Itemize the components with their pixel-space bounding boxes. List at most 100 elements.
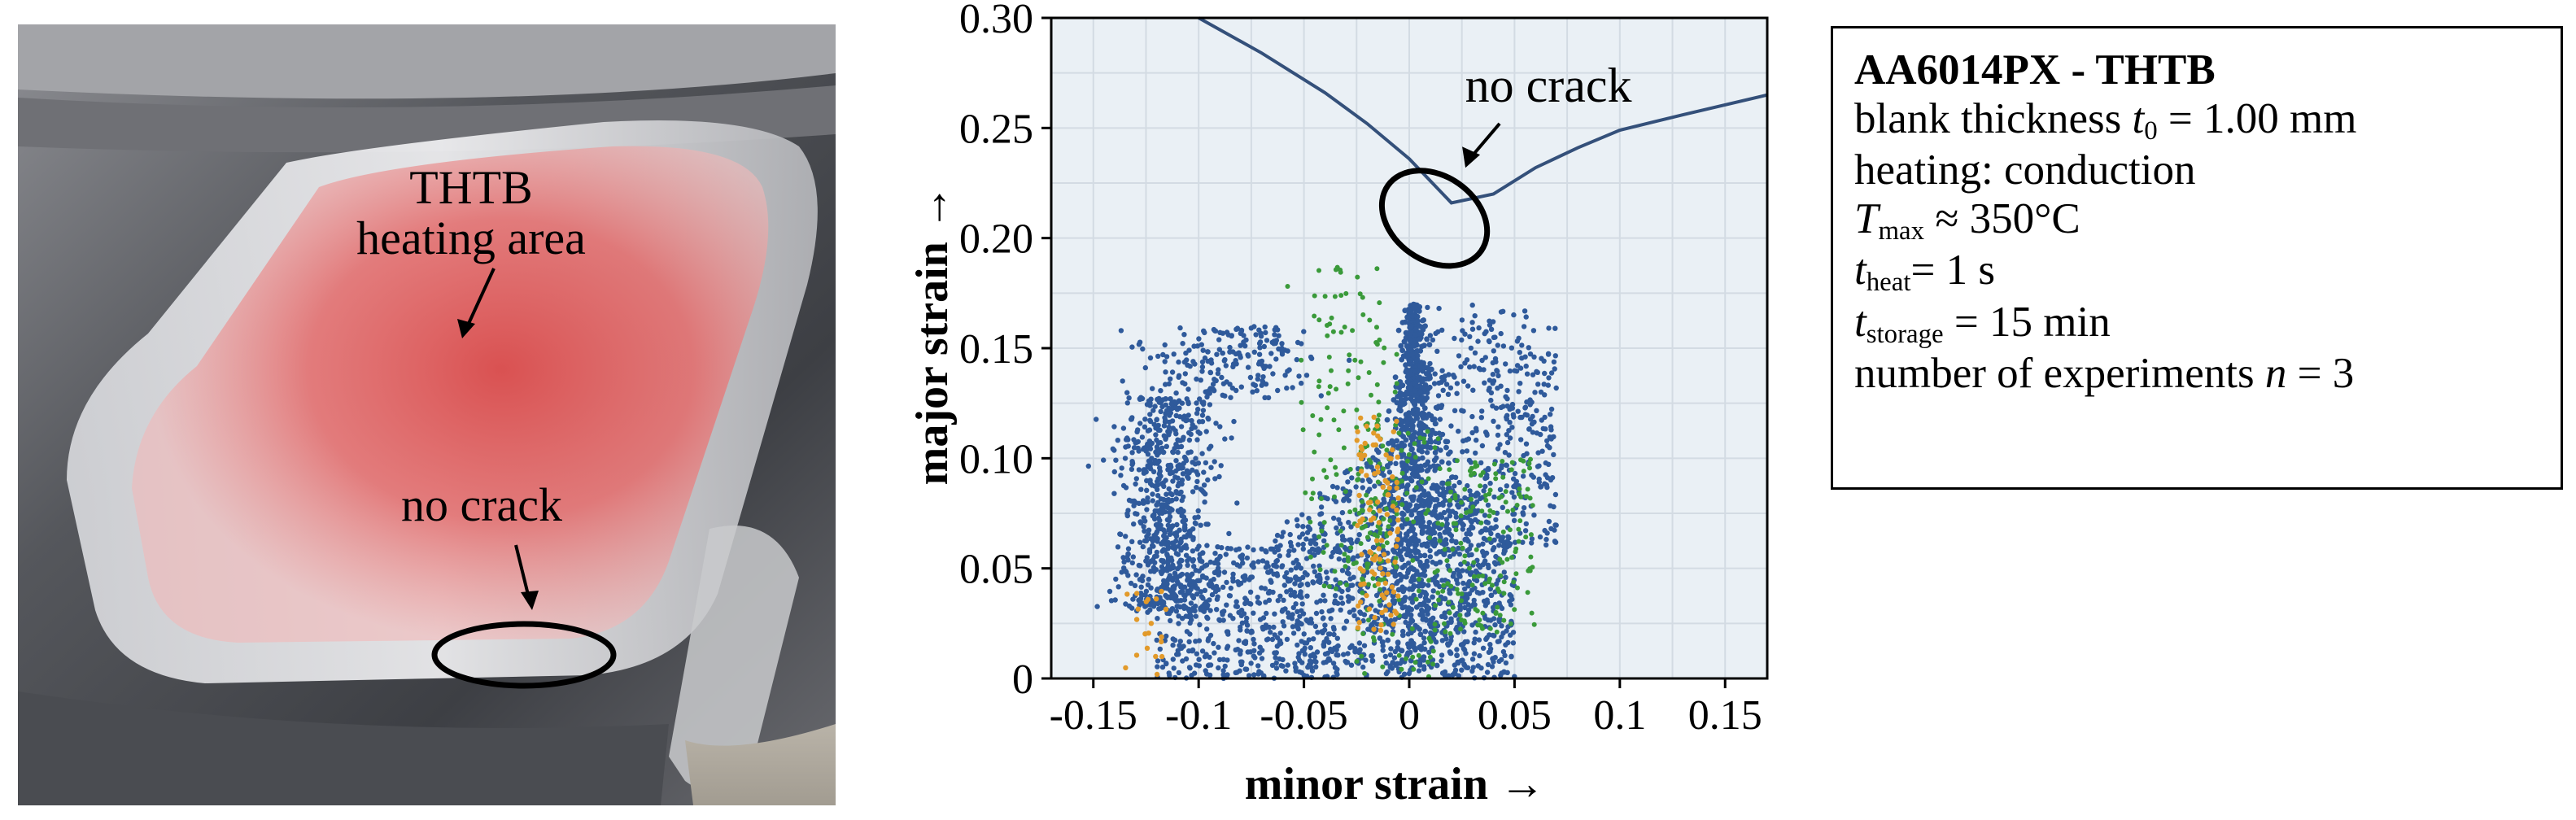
scatter-point — [1243, 666, 1250, 672]
scatter-point — [1251, 672, 1257, 678]
scatter-point — [1354, 438, 1360, 443]
scatter-point — [1417, 435, 1423, 441]
scatter-point — [1221, 569, 1228, 575]
scatter-point — [1304, 618, 1310, 624]
scatter-point — [1404, 378, 1411, 385]
scatter-point — [1427, 547, 1433, 554]
scatter-point — [1471, 364, 1477, 369]
scatter-point — [1303, 640, 1310, 646]
scatter-point — [1312, 449, 1317, 455]
scatter-point — [1227, 613, 1233, 618]
scatter-point — [1111, 447, 1117, 453]
scatter-point — [1108, 598, 1115, 604]
scatter-point — [1159, 588, 1164, 595]
scatter-point — [1194, 376, 1199, 382]
scatter-point — [1416, 652, 1421, 658]
scatter-point — [1316, 432, 1322, 438]
scatter-point — [1457, 519, 1463, 525]
scatter-point — [1398, 443, 1404, 450]
scatter-point — [1416, 668, 1422, 674]
scatter-point — [1263, 329, 1268, 336]
scatter-point — [1457, 607, 1463, 613]
scatter-point — [1380, 664, 1386, 670]
scatter-point — [1299, 601, 1305, 607]
chart-crack-arrow-head — [1462, 146, 1481, 168]
scatter-point — [1199, 412, 1206, 418]
scatter-point — [1197, 556, 1203, 561]
scatter-point — [1153, 653, 1159, 660]
scatter-point — [1207, 369, 1213, 375]
scatter-point — [1435, 521, 1441, 526]
scatter-point — [1501, 579, 1507, 585]
scatter-point — [1443, 444, 1449, 451]
scatter-point — [1322, 294, 1328, 299]
x-tick-label: -0.15 — [1050, 692, 1137, 739]
scatter-point — [1341, 408, 1347, 414]
scatter-point — [1378, 565, 1383, 571]
scatter-point — [1412, 660, 1418, 665]
scatter-point — [1467, 508, 1473, 514]
scatter-point — [1183, 534, 1189, 540]
scatter-point — [1426, 476, 1431, 482]
scatter-point — [1334, 635, 1340, 641]
scatter-point — [1233, 547, 1239, 553]
scatter-point — [1452, 335, 1457, 342]
scatter-point — [1334, 548, 1340, 555]
scatter-point — [1295, 561, 1301, 568]
scatter-point — [1448, 618, 1454, 625]
scatter-point — [1238, 384, 1244, 390]
scatter-point — [1509, 425, 1515, 430]
scatter-point — [1295, 624, 1300, 630]
scatter-point — [1347, 609, 1353, 615]
thickness-sub: 0 — [2144, 116, 2158, 146]
scatter-point — [1345, 587, 1351, 593]
scatter-point — [1216, 656, 1223, 663]
scatter-point — [1255, 671, 1261, 677]
scatter-point — [1489, 664, 1495, 670]
scatter-point — [1543, 542, 1549, 548]
scatter-point — [1248, 574, 1254, 580]
scatter-point — [1324, 474, 1329, 480]
scatter-point — [1458, 561, 1464, 567]
scatter-point — [1517, 491, 1522, 497]
scatter-point — [1312, 654, 1318, 660]
scatter-point — [1504, 439, 1511, 446]
scatter-point — [1421, 488, 1427, 494]
scatter-point — [1227, 344, 1233, 351]
scatter-point — [1299, 531, 1306, 537]
scatter-point — [1244, 628, 1250, 634]
scatter-point — [1185, 412, 1191, 418]
scatter-point — [1150, 513, 1155, 519]
thickness-var: t — [2132, 94, 2145, 142]
scatter-point — [1325, 405, 1330, 411]
scatter-point — [1334, 525, 1339, 531]
scatter-point — [1173, 390, 1179, 396]
scatter-point — [1544, 438, 1550, 444]
scatter-point — [1201, 399, 1207, 405]
scatter-point — [1400, 353, 1407, 360]
scatter-point — [1249, 628, 1255, 634]
scatter-point — [1456, 552, 1462, 557]
scatter-point — [1354, 539, 1360, 545]
scatter-point — [1448, 583, 1454, 589]
scatter-point — [1216, 337, 1222, 342]
scatter-point — [1216, 556, 1221, 562]
scatter-point — [1178, 539, 1184, 545]
scatter-point — [1452, 495, 1458, 501]
scatter-point — [1445, 563, 1451, 569]
experiments-line: number of experiments n = 3 — [1854, 350, 2539, 399]
scatter-point — [1111, 469, 1117, 475]
scatter-point — [1460, 449, 1465, 455]
scatter-point — [1459, 337, 1465, 343]
scatter-point — [1462, 537, 1468, 543]
scatter-point — [1512, 470, 1518, 477]
scatter-point — [1198, 589, 1204, 595]
scatter-point — [1509, 401, 1516, 408]
scatter-point — [1115, 438, 1120, 443]
scatter-point — [1129, 605, 1135, 611]
scatter-point — [1292, 661, 1298, 666]
scatter-point — [1145, 562, 1151, 568]
scatter-point — [1094, 417, 1099, 422]
scatter-point — [1479, 357, 1485, 364]
scatter-point — [1178, 489, 1184, 495]
